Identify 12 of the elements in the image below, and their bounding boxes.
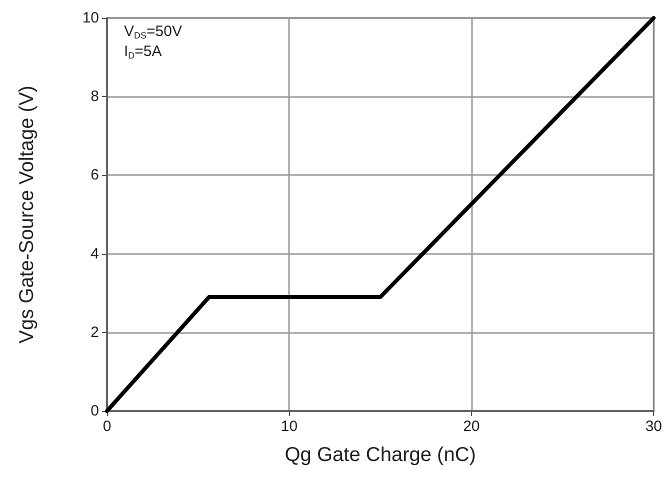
x-tick-label: 20: [463, 418, 480, 435]
y-tick-label: 10: [82, 10, 99, 26]
y-tick-label: 2: [90, 324, 99, 341]
x-tick-label: 10: [280, 418, 298, 435]
x-tick-label: 0: [102, 418, 112, 435]
y-tick-label: 6: [90, 166, 99, 184]
y-tick-label: 0: [90, 402, 99, 420]
y-tick-label: 8: [90, 88, 99, 106]
x-axis-title: Qg Gate Charge (nC): [284, 444, 476, 466]
y-axis-title: Vgs Gate-Source Voltage (V): [16, 86, 38, 344]
y-tick-label: 4: [90, 245, 99, 262]
x-tick-label: 30: [645, 418, 662, 435]
